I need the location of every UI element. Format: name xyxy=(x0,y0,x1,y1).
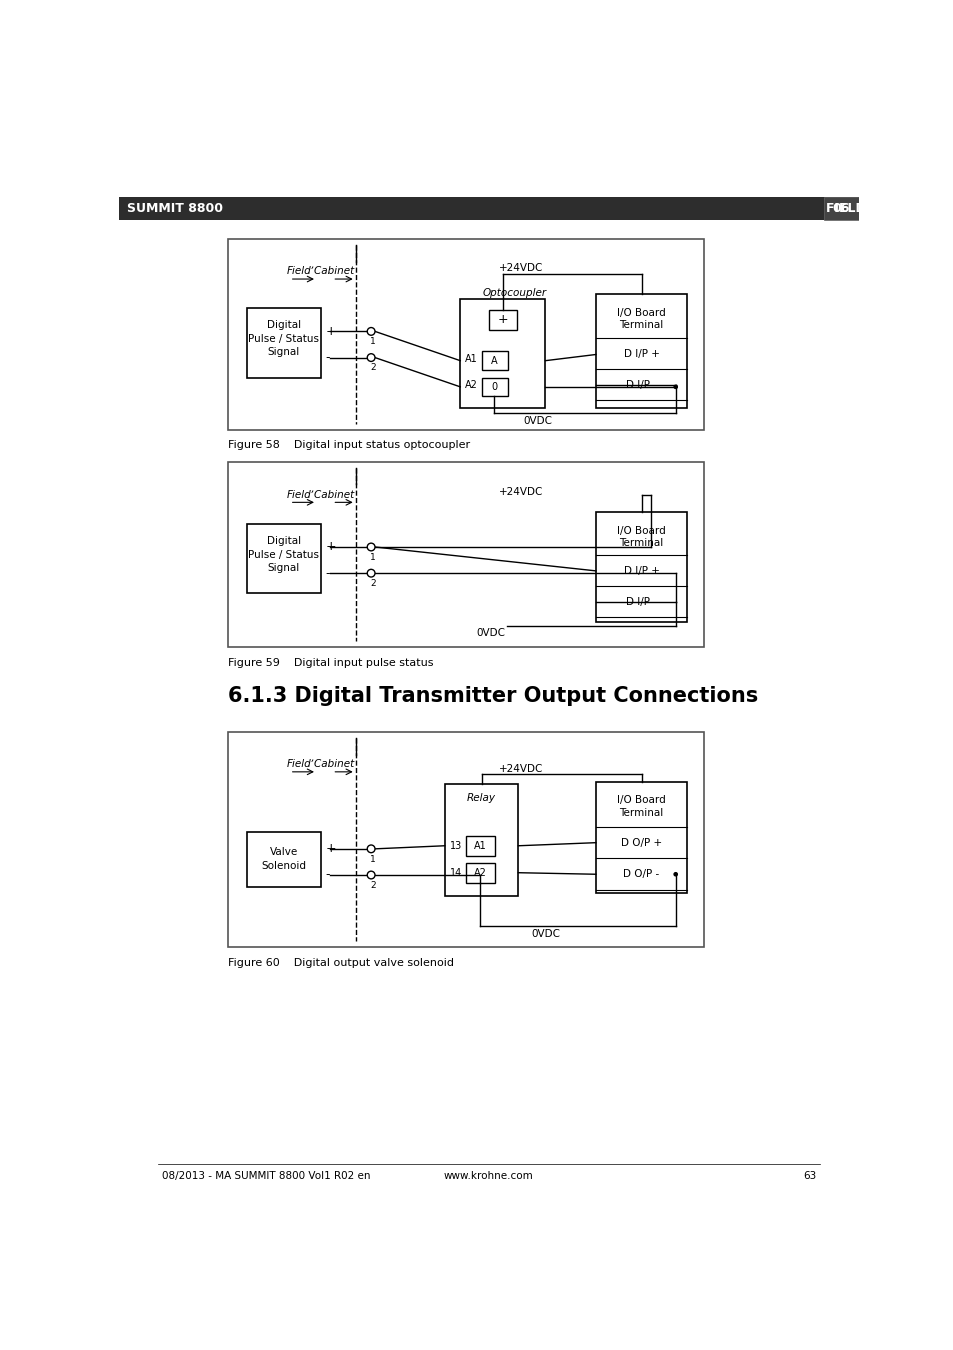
Text: 0VDC: 0VDC xyxy=(522,416,552,425)
Bar xyxy=(823,197,858,220)
Text: Terminal: Terminal xyxy=(618,320,663,331)
Text: 14: 14 xyxy=(449,868,461,878)
Text: Signal: Signal xyxy=(268,347,300,358)
Circle shape xyxy=(367,845,375,853)
Text: Figure 60    Digital output valve solenoid: Figure 60 Digital output valve solenoid xyxy=(228,957,454,968)
Text: D I/P -: D I/P - xyxy=(625,597,657,606)
Text: D I/P +: D I/P + xyxy=(623,566,659,576)
Text: Figure 58    Digital input status optocoupler: Figure 58 Digital input status optocoupl… xyxy=(228,440,470,451)
Text: A1: A1 xyxy=(464,354,476,364)
Text: D I/P -: D I/P - xyxy=(625,381,657,390)
Bar xyxy=(459,300,545,409)
Text: 6.1.3 Digital Transmitter Output Connections: 6.1.3 Digital Transmitter Output Connect… xyxy=(228,686,758,706)
Circle shape xyxy=(367,871,375,879)
Bar xyxy=(465,863,495,883)
Bar xyxy=(247,832,320,887)
Bar xyxy=(481,351,507,370)
Circle shape xyxy=(673,385,678,389)
Circle shape xyxy=(367,570,375,576)
Text: Digital: Digital xyxy=(267,536,301,545)
Bar xyxy=(481,378,507,396)
Text: 13: 13 xyxy=(449,841,461,850)
Text: 0: 0 xyxy=(491,382,497,391)
Bar xyxy=(596,782,686,894)
Text: Signal: Signal xyxy=(268,563,300,572)
Text: Pulse / Status: Pulse / Status xyxy=(248,333,319,344)
Text: FieldʼCabinet: FieldʼCabinet xyxy=(286,490,355,500)
Text: -: - xyxy=(325,567,330,579)
Bar xyxy=(247,524,320,593)
Text: 1: 1 xyxy=(370,552,375,562)
Text: Terminal: Terminal xyxy=(618,539,663,548)
Text: 06: 06 xyxy=(832,201,849,215)
Bar xyxy=(228,732,703,948)
Bar xyxy=(596,513,686,622)
Text: SUMMIT 8800: SUMMIT 8800 xyxy=(127,201,223,215)
Text: +: + xyxy=(325,842,335,856)
Circle shape xyxy=(367,354,375,362)
Text: +24VDC: +24VDC xyxy=(498,486,543,497)
Text: A2: A2 xyxy=(464,381,477,390)
Text: 2: 2 xyxy=(370,882,375,890)
Text: -: - xyxy=(325,868,330,882)
Text: FieldʼCabinet: FieldʼCabinet xyxy=(286,759,355,769)
Bar xyxy=(444,784,517,896)
Text: www.krohne.com: www.krohne.com xyxy=(443,1170,534,1181)
Circle shape xyxy=(673,872,678,876)
Bar xyxy=(465,836,495,856)
Text: Figure 59    Digital input pulse status: Figure 59 Digital input pulse status xyxy=(228,657,433,667)
Text: +: + xyxy=(497,313,508,327)
Text: +24VDC: +24VDC xyxy=(498,764,543,774)
Text: 1: 1 xyxy=(370,855,375,864)
Text: Optocoupler: Optocoupler xyxy=(482,288,546,298)
Text: A2: A2 xyxy=(474,868,486,878)
Text: D O/P -: D O/P - xyxy=(623,869,659,879)
Text: I/O Board: I/O Board xyxy=(617,526,665,536)
Text: Valve: Valve xyxy=(270,846,297,857)
Text: -: - xyxy=(325,351,330,364)
Text: Solenoid: Solenoid xyxy=(261,861,306,871)
Text: 2: 2 xyxy=(370,579,375,587)
Text: Relay: Relay xyxy=(467,792,496,803)
Bar xyxy=(119,197,858,220)
Text: 63: 63 xyxy=(802,1170,816,1181)
Text: D I/P +: D I/P + xyxy=(623,350,659,359)
Text: 08/2013 - MA SUMMIT 8800 Vol1 R02 en: 08/2013 - MA SUMMIT 8800 Vol1 R02 en xyxy=(162,1170,370,1181)
Circle shape xyxy=(367,328,375,335)
Text: FieldʼCabinet: FieldʼCabinet xyxy=(286,266,355,277)
Text: I/O Board: I/O Board xyxy=(617,795,665,806)
Text: +24VDC: +24VDC xyxy=(498,263,543,273)
Text: Pulse / Status: Pulse / Status xyxy=(248,549,319,560)
Text: I/O Board: I/O Board xyxy=(617,308,665,317)
Text: Digital: Digital xyxy=(267,320,301,331)
Text: Terminal: Terminal xyxy=(618,807,663,818)
Bar xyxy=(247,308,320,378)
Bar xyxy=(488,310,517,329)
Text: 2: 2 xyxy=(370,363,375,373)
Bar xyxy=(596,294,686,409)
Text: A1: A1 xyxy=(474,841,486,850)
Text: A: A xyxy=(491,355,497,366)
Circle shape xyxy=(367,543,375,551)
Text: 0VDC: 0VDC xyxy=(476,628,505,639)
Text: 0VDC: 0VDC xyxy=(531,929,559,940)
Text: 1: 1 xyxy=(370,338,375,346)
Text: D O/P +: D O/P + xyxy=(620,838,661,848)
Text: +: + xyxy=(325,325,335,338)
Bar xyxy=(228,462,703,647)
Text: +: + xyxy=(325,540,335,553)
Text: FIELD DEVICE CONNECTION: FIELD DEVICE CONNECTION xyxy=(825,201,953,215)
Bar xyxy=(228,239,703,429)
